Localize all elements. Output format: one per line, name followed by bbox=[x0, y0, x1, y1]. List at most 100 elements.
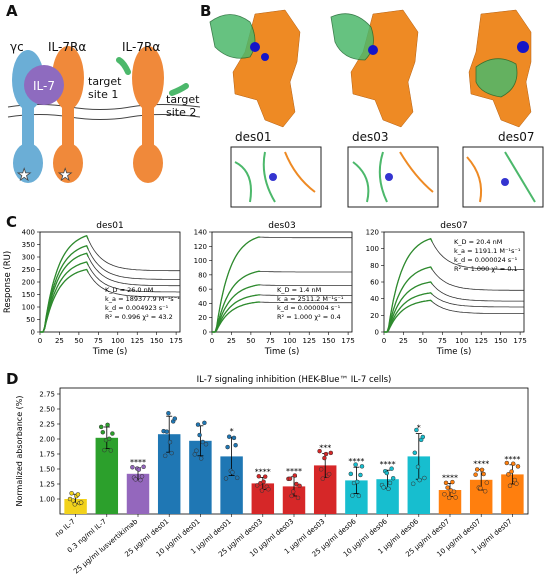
structure-des03 bbox=[330, 9, 419, 128]
bar bbox=[126, 473, 150, 514]
data-point bbox=[130, 465, 135, 470]
fit-curve bbox=[384, 266, 433, 333]
kinetics-annotation: K_D = 1.4 nM bbox=[277, 286, 321, 294]
y-tick-label: 1.50 bbox=[39, 466, 55, 474]
significance-marker: * bbox=[417, 424, 421, 433]
bar bbox=[220, 456, 243, 514]
fit-curve bbox=[384, 292, 433, 333]
data-point bbox=[417, 477, 422, 483]
x-tick-label: 175 bbox=[169, 337, 182, 345]
significance-marker: **** bbox=[348, 457, 364, 466]
inhibition-bar-chart: IL-7 signaling inhibition (HEK-Blue™ IL-… bbox=[15, 375, 529, 576]
data-point bbox=[98, 424, 104, 430]
kinetics-annotation: K_D = 26.0 nM bbox=[105, 286, 153, 294]
data-point bbox=[226, 434, 232, 439]
fit-curve bbox=[212, 236, 261, 333]
x-tick-label: 50 bbox=[74, 337, 83, 345]
data-point bbox=[202, 420, 207, 426]
data-point bbox=[510, 461, 516, 466]
il7ra-left-label: IL-7Rα bbox=[48, 40, 87, 54]
data-point bbox=[78, 500, 84, 505]
x-axis-label: Time (s) bbox=[436, 347, 472, 357]
data-point bbox=[231, 435, 237, 441]
x-axis-label: Time (s) bbox=[92, 347, 128, 357]
data-point bbox=[295, 495, 301, 501]
fit-curve bbox=[212, 301, 261, 333]
data-point bbox=[266, 487, 271, 492]
data-point bbox=[133, 477, 138, 482]
data-point bbox=[515, 464, 521, 469]
sensorgram-trace bbox=[384, 292, 524, 333]
data-point bbox=[256, 474, 262, 479]
data-point bbox=[172, 416, 178, 421]
data-point bbox=[386, 486, 391, 492]
data-point bbox=[415, 464, 421, 470]
structure-renders bbox=[209, 9, 544, 208]
data-point bbox=[167, 439, 173, 445]
data-point bbox=[359, 464, 365, 469]
x-axis-label: Time (s) bbox=[264, 347, 300, 357]
data-point bbox=[110, 431, 115, 436]
data-point bbox=[322, 455, 327, 461]
x-tick-label: 25 bbox=[227, 337, 236, 345]
structure-label-des01: des01 bbox=[235, 130, 272, 144]
data-point bbox=[197, 432, 202, 438]
kinetics-annotation: k_d = 0.000024 s⁻¹ bbox=[454, 256, 518, 264]
il7ra-chain-right bbox=[132, 46, 164, 183]
data-point bbox=[230, 470, 235, 475]
x-tick-label: 150 bbox=[494, 337, 507, 345]
y-tick-label: 100 bbox=[366, 245, 379, 253]
x-tick-label: 75 bbox=[438, 337, 447, 345]
x-tick-label: 75 bbox=[266, 337, 275, 345]
data-point bbox=[482, 488, 488, 494]
x-tick-label: 0 bbox=[382, 337, 386, 345]
structure-label-des07: des07 bbox=[498, 130, 535, 144]
data-point bbox=[164, 429, 170, 434]
y-tick-label: 2.50 bbox=[39, 406, 55, 414]
y-tick-label: 40 bbox=[198, 300, 207, 308]
y-tick-label: 0 bbox=[31, 329, 35, 337]
data-point bbox=[108, 448, 114, 453]
data-point bbox=[390, 475, 396, 481]
membrane-line bbox=[7, 114, 201, 120]
y-tick-label: 2.00 bbox=[39, 436, 55, 444]
zoom-box-des01 bbox=[230, 146, 322, 208]
y-tick-label: 0 bbox=[375, 329, 379, 337]
y-tick-label: 2.25 bbox=[39, 421, 55, 429]
bar bbox=[345, 480, 368, 514]
y-tick-label: 100 bbox=[194, 257, 207, 265]
data-point bbox=[451, 489, 457, 494]
structure-des07 bbox=[468, 9, 532, 128]
bar bbox=[282, 486, 306, 514]
significance-marker: **** bbox=[255, 467, 271, 476]
panel-label-c: C bbox=[6, 213, 18, 231]
zoom-box-des03 bbox=[347, 146, 439, 208]
data-point bbox=[259, 488, 265, 493]
data-point bbox=[72, 502, 78, 507]
y-tick-label: 0 bbox=[203, 329, 207, 337]
kinetics-annotation: k_a = 189377.9 M⁻¹s⁻¹ bbox=[105, 295, 180, 303]
y-tick-label: 120 bbox=[366, 229, 379, 237]
plot-frame bbox=[211, 231, 353, 333]
significance-marker: **** bbox=[442, 473, 458, 482]
data-point bbox=[287, 476, 293, 482]
data-point bbox=[162, 453, 168, 459]
significance-marker: **** bbox=[380, 460, 396, 469]
x-tick-label: 50 bbox=[418, 337, 427, 345]
y-tick-label: 40 bbox=[370, 295, 379, 303]
data-point bbox=[512, 477, 518, 483]
fit-curve bbox=[384, 237, 433, 333]
target-site-1-label: target site 1 bbox=[88, 75, 122, 101]
x-tick-label: 100 bbox=[283, 337, 296, 345]
x-tick-label: 150 bbox=[322, 337, 335, 345]
data-point bbox=[223, 476, 229, 481]
data-point bbox=[356, 493, 362, 499]
y-tick-label: 250 bbox=[22, 266, 35, 274]
significance-marker: **** bbox=[473, 460, 489, 469]
data-point bbox=[350, 493, 355, 498]
data-point bbox=[203, 441, 209, 447]
fit-curve bbox=[384, 299, 433, 333]
data-point bbox=[353, 462, 358, 467]
x-tick-label: 100 bbox=[455, 337, 468, 345]
y-tick-label: 120 bbox=[194, 243, 207, 251]
